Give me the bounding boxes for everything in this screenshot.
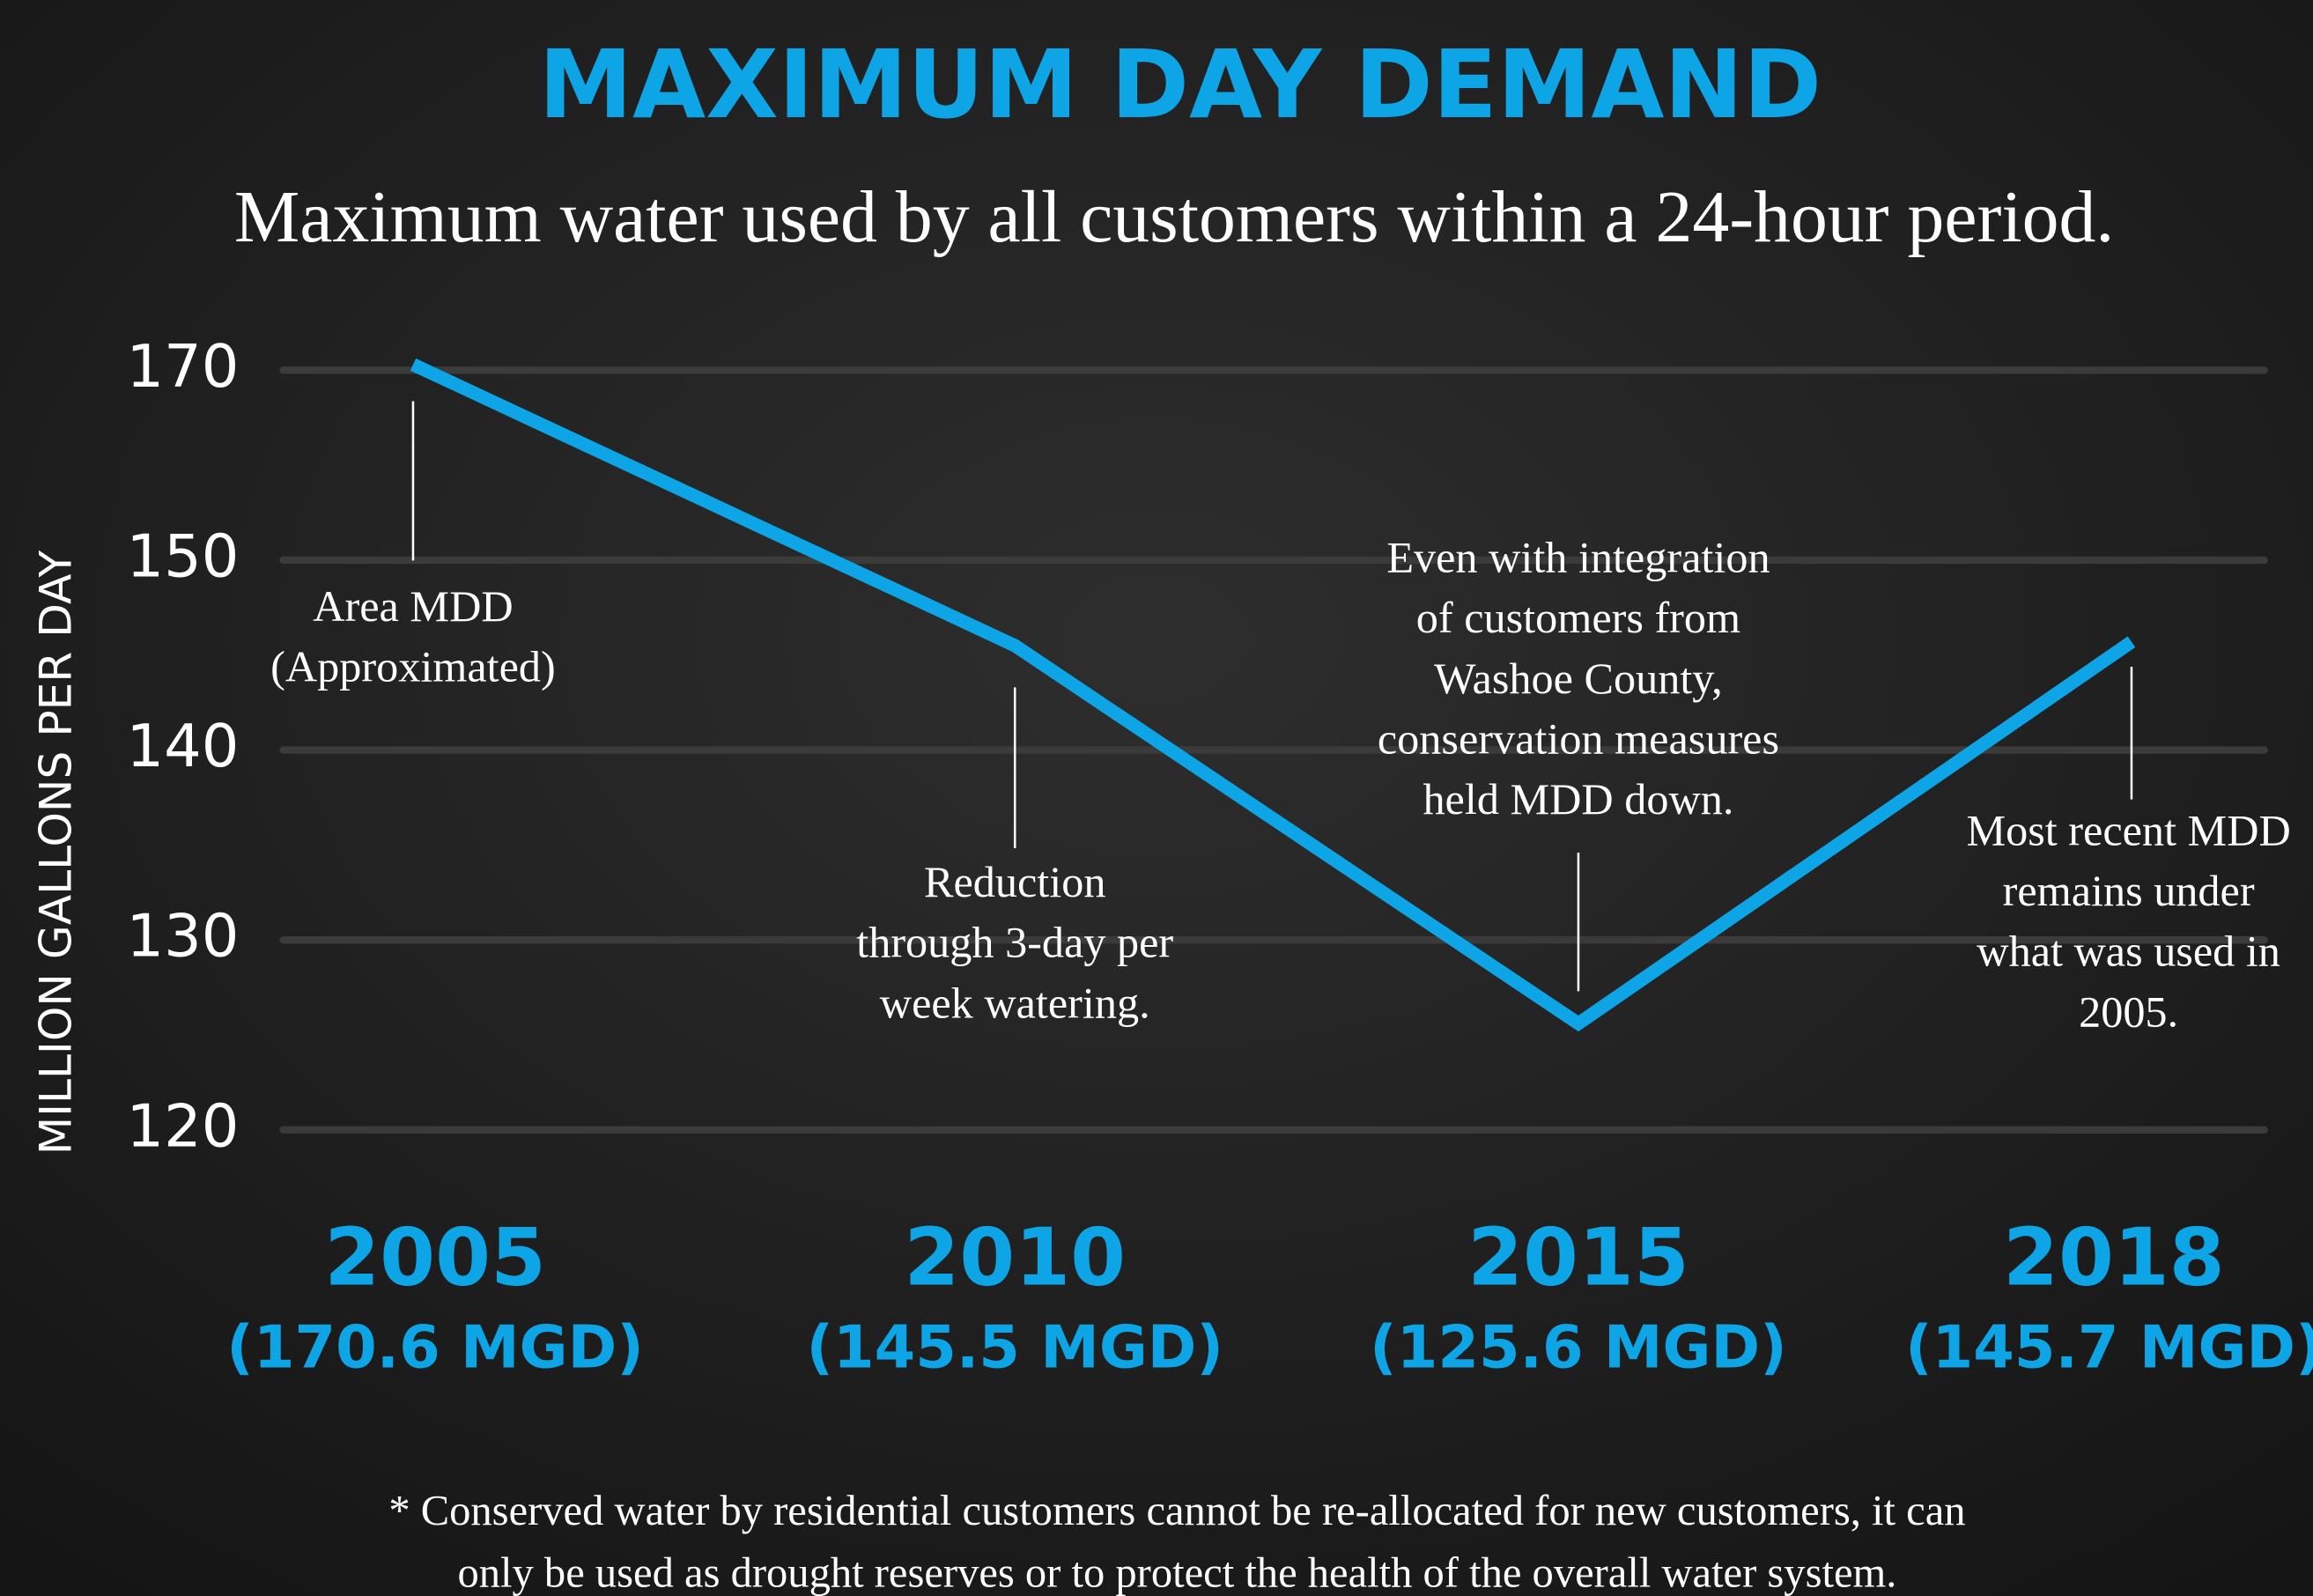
annotation-text: through 3-day per: [856, 918, 1173, 967]
annotation-text: Even with integration: [1386, 533, 1770, 582]
x-tick-label: 2015: [1467, 1211, 1689, 1304]
page: {"chart_data": { "type": "line", "title"…: [0, 0, 2313, 1596]
y-tick-label: 120: [127, 1091, 240, 1160]
value-label: (125.6 MGD): [1370, 1313, 1787, 1382]
annotation-text: (Approximated): [270, 642, 556, 691]
annotation-text: conservation measures: [1378, 714, 1779, 764]
annotation-text: Area MDD: [313, 581, 513, 631]
chart-title: MAXIMUM DAY DEMAND: [539, 31, 1822, 140]
y-tick-label: 170: [127, 332, 240, 401]
x-tick-label: 2018: [2003, 1211, 2225, 1304]
value-label: (170.6 MGD): [226, 1313, 644, 1382]
chart-subtitle: Maximum water used by all customers with…: [234, 176, 2114, 258]
annotation-text: week watering.: [880, 978, 1150, 1027]
y-tick-label: 130: [127, 902, 240, 971]
value-label: (145.5 MGD): [806, 1313, 1223, 1382]
x-tick-label: 2010: [904, 1211, 1126, 1304]
y-axis-label: MILLION GALLONS PER DAY: [30, 550, 82, 1155]
annotation-text: of customers from: [1416, 593, 1740, 642]
value-label: (145.7 MGD): [1905, 1313, 2313, 1382]
x-tick-label: 2005: [324, 1211, 546, 1304]
annotation-text: Reduction: [924, 857, 1105, 906]
annotation-text: held MDD down.: [1423, 774, 1733, 824]
annotation-text: 2005.: [2079, 986, 2178, 1036]
annotation-text: remains under: [2003, 866, 2255, 915]
footnote: * Conserved water by residential custome…: [388, 1487, 1965, 1534]
footnote: only be used as drought reserves or to p…: [457, 1548, 1896, 1596]
y-tick-label: 140: [127, 712, 240, 780]
annotation-text: what was used in: [1977, 927, 2280, 976]
annotation-text: Most recent MDD: [1966, 805, 2290, 854]
chart: MAXIMUM DAY DEMAND Maximum water used by…: [0, 0, 2313, 1596]
annotation-text: Washoe County,: [1434, 654, 1723, 703]
y-tick-label: 150: [127, 522, 240, 591]
